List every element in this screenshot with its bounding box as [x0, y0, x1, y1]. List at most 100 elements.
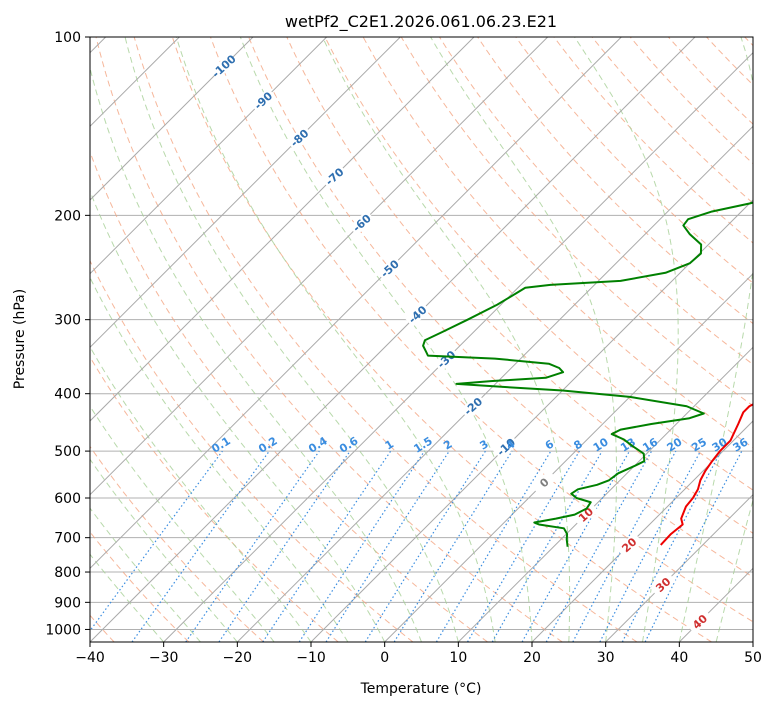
- x-tick-label: −10: [296, 650, 326, 666]
- isotherm-line: [605, 493, 753, 642]
- plot-frame: [89, 36, 754, 643]
- moist-adiabat: [574, 37, 679, 642]
- chart-title: wetPf2_C2E1.2026.061.06.23.E21: [285, 12, 557, 32]
- y-tick-label: 500: [54, 444, 81, 460]
- isotherm-label-bg: [686, 609, 713, 635]
- isotherm-line: [90, 37, 475, 422]
- y-axis-label: Pressure (hPa): [12, 289, 28, 389]
- isotherm-line: [90, 37, 328, 275]
- mixing-ratio-line: [572, 450, 677, 642]
- isotherm-label-bg: [460, 393, 487, 419]
- mixing-ratio-line: [521, 450, 631, 642]
- dry-adiabat: [286, 37, 753, 534]
- isotherm-line: [236, 125, 753, 642]
- isotherm-label-bg: [286, 125, 313, 151]
- isotherm-label-bg: [650, 572, 677, 598]
- moist-adiabat: [124, 37, 459, 642]
- moist-adiabat: [239, 37, 533, 642]
- isotherm-label-bg: [376, 256, 403, 282]
- mixing-ratio-line: [325, 450, 450, 642]
- isotherm-line: [384, 272, 753, 642]
- x-tick-label: 50: [744, 650, 762, 666]
- x-tick-label: −30: [149, 650, 179, 666]
- isotherm-label-bg: [250, 88, 277, 114]
- dry-adiabats: [90, 37, 753, 642]
- isotherm-line: [90, 37, 254, 201]
- isotherm-label-bg: [210, 53, 237, 79]
- x-tick-label: −40: [75, 650, 105, 666]
- dry-adiabat: [133, 37, 638, 642]
- plot-background: [90, 37, 753, 642]
- mixing-ratio-line: [262, 450, 392, 642]
- y-tick-label: 700: [54, 531, 81, 547]
- isotherm-label-bg: [433, 346, 460, 372]
- moist-adiabat: [90, 66, 422, 642]
- y-tick-label: 900: [54, 595, 81, 611]
- mixing-ratio-line: [393, 450, 513, 642]
- dry-adiabat: [515, 37, 753, 284]
- mixing-ratio-lines: [90, 450, 743, 642]
- x-tick-label: 40: [670, 650, 688, 666]
- isotherm-line: [90, 37, 696, 642]
- x-tick-label: 0: [380, 650, 389, 666]
- dry-adiabat: [90, 259, 414, 642]
- isotherm-label-bg: [616, 532, 643, 558]
- isotherm-line: [310, 199, 753, 642]
- isotherm-line: [457, 346, 753, 642]
- dry-adiabat: [171, 37, 712, 642]
- isotherm-label-bg: [321, 164, 348, 190]
- x-tick-label: 20: [523, 650, 541, 666]
- x-tick-label: −20: [223, 650, 253, 666]
- y-axis-ticks: 100 200 300 400 500 600 700 800 900 1000: [45, 30, 90, 638]
- dry-adiabat: [248, 37, 753, 578]
- moist-adiabat: [175, 37, 496, 642]
- moist-adiabat: [430, 37, 618, 642]
- dry-adiabat: [324, 37, 753, 491]
- isotherms: [90, 37, 753, 642]
- moist-adiabat: [322, 37, 571, 642]
- x-tick-label: 30: [597, 650, 615, 666]
- mixing-ratio-line: [185, 450, 320, 642]
- x-axis-ticks: −40 −30 −20 −10 0 10 20 30 40 50: [75, 642, 762, 666]
- moist-adiabats: [90, 37, 753, 642]
- moist-adiabat: [90, 458, 238, 642]
- isotherm-line: [90, 37, 622, 570]
- isotherm-label-bg: [531, 470, 558, 496]
- mixing-ratio-line: [545, 450, 653, 642]
- moist-adiabat: [90, 189, 386, 642]
- sounding-series: [422, 201, 753, 547]
- mixing-ratio-line: [298, 450, 425, 642]
- isotherm-line: [90, 37, 549, 496]
- isotherm-line: [163, 51, 753, 642]
- moist-adiabat: [90, 507, 201, 642]
- y-tick-label: 600: [54, 491, 81, 507]
- temperature-line: [660, 403, 753, 546]
- mixing-ratio-line: [131, 450, 270, 642]
- moist-adiabat: [90, 553, 165, 642]
- mixing-ratio-line: [218, 450, 351, 642]
- y-tick-label: 300: [54, 313, 81, 329]
- x-axis-label: Temperature (°C): [360, 681, 482, 697]
- y-tick-label: 1000: [45, 622, 81, 638]
- y-tick-label: 200: [54, 208, 81, 224]
- moist-adiabat: [678, 37, 753, 642]
- dry-adiabat: [95, 37, 563, 642]
- isotherm-label-bg: [348, 210, 375, 236]
- dry-adiabat: [210, 37, 753, 623]
- y-tick-label: 400: [54, 387, 81, 403]
- mixing-ratio-line: [644, 450, 743, 642]
- dry-adiabat: [90, 356, 339, 642]
- isotherm-label-bg: [493, 434, 519, 460]
- isotherm-label-bg: [404, 301, 431, 327]
- dry-adiabat: [90, 445, 264, 642]
- y-tick-label: 800: [54, 565, 81, 581]
- x-tick-label: 10: [449, 650, 467, 666]
- mixing-ratio-line: [90, 450, 223, 632]
- moist-adiabat: [90, 405, 275, 642]
- y-tick-label: 100: [54, 30, 81, 46]
- dewpoint-line: [422, 201, 753, 547]
- moist-adiabat: [715, 498, 753, 642]
- isotherm-label-bg: [572, 502, 599, 528]
